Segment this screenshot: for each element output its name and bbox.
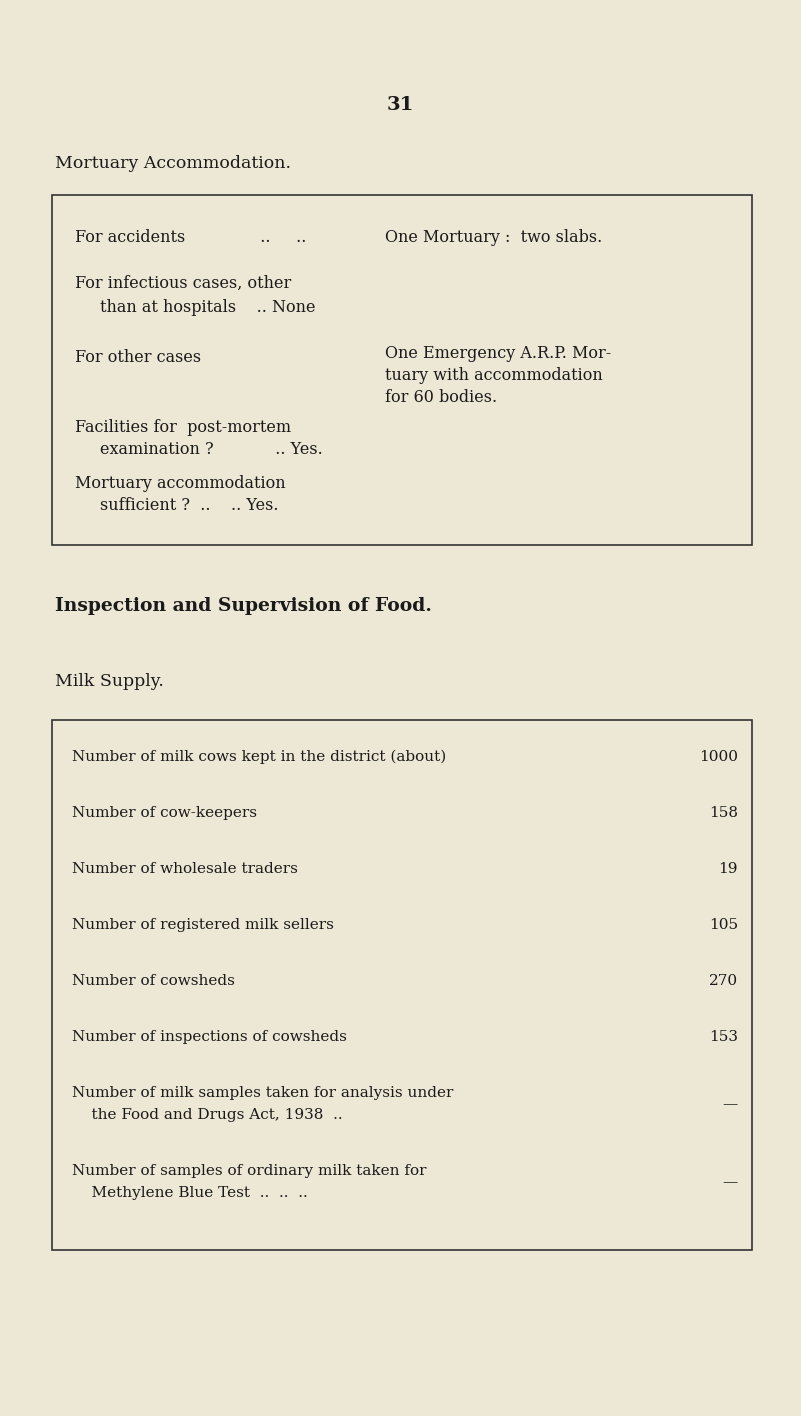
Bar — [52, 195, 752, 545]
Text: Number of wholesale traders: Number of wholesale traders — [72, 862, 298, 877]
Text: Number of registered milk sellers: Number of registered milk sellers — [72, 918, 334, 932]
Text: Number of milk cows kept in the district (about): Number of milk cows kept in the district… — [72, 750, 446, 765]
Text: Number of samples of ordinary milk taken for: Number of samples of ordinary milk taken… — [72, 1164, 426, 1178]
Text: Milk Supply.: Milk Supply. — [55, 674, 164, 691]
Text: —: — — [723, 1175, 738, 1189]
Text: 270: 270 — [709, 974, 738, 988]
Text: Number of milk samples taken for analysis under: Number of milk samples taken for analysi… — [72, 1086, 453, 1100]
Text: 105: 105 — [709, 918, 738, 932]
Text: 158: 158 — [709, 806, 738, 820]
Text: Mortuary Accommodation.: Mortuary Accommodation. — [55, 154, 291, 171]
Text: One Mortuary :  two slabs.: One Mortuary : two slabs. — [385, 229, 602, 246]
Text: For other cases: For other cases — [75, 350, 201, 367]
Text: Inspection and Supervision of Food.: Inspection and Supervision of Food. — [55, 598, 432, 615]
Text: 19: 19 — [718, 862, 738, 877]
Text: For accidents: For accidents — [75, 229, 185, 246]
Text: Mortuary accommodation: Mortuary accommodation — [75, 474, 286, 491]
Text: sufficient ?  ..    .. Yes.: sufficient ? .. .. Yes. — [100, 497, 279, 514]
Text: 153: 153 — [709, 1029, 738, 1044]
Text: Number of inspections of cowsheds: Number of inspections of cowsheds — [72, 1029, 347, 1044]
Text: for 60 bodies.: for 60 bodies. — [385, 388, 497, 405]
Text: —: — — [723, 1097, 738, 1112]
Text: tuary with accommodation: tuary with accommodation — [385, 367, 602, 384]
Text: For infectious cases, other: For infectious cases, other — [75, 275, 292, 292]
Text: 31: 31 — [387, 96, 414, 115]
Text: Number of cowsheds: Number of cowsheds — [72, 974, 235, 988]
Text: Facilities for  post-mortem: Facilities for post-mortem — [75, 419, 291, 436]
Text: .. Yes.: .. Yes. — [265, 442, 323, 459]
Bar — [52, 719, 752, 1250]
Text: Number of cow-keepers: Number of cow-keepers — [72, 806, 257, 820]
Text: One Emergency A.R.P. Mor-: One Emergency A.R.P. Mor- — [385, 344, 611, 361]
Text: than at hospitals    .. None: than at hospitals .. None — [100, 299, 316, 316]
Text: 1000: 1000 — [699, 750, 738, 765]
Text: ..     ..: .. .. — [250, 229, 306, 246]
Text: the Food and Drugs Act, 1938  ..: the Food and Drugs Act, 1938 .. — [72, 1107, 343, 1121]
Text: Methylene Blue Test  ..  ..  ..: Methylene Blue Test .. .. .. — [72, 1187, 308, 1199]
Text: examination ?: examination ? — [100, 442, 214, 459]
